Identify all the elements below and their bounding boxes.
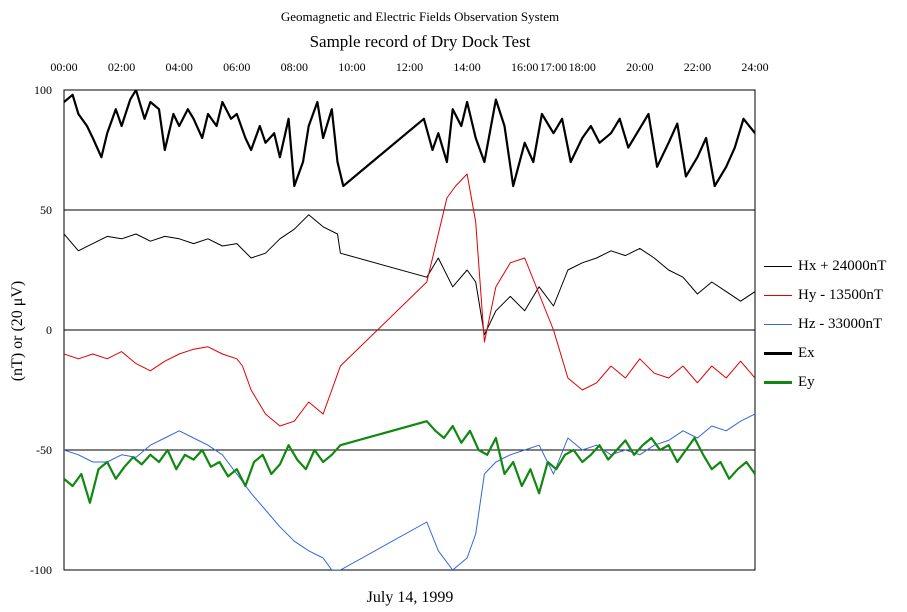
x-axis-label: July 14, 1999 bbox=[366, 589, 454, 606]
x-tick-label: 24:00 bbox=[741, 60, 768, 74]
series-line-3 bbox=[64, 90, 755, 188]
chart-suptitle: Geomagnetic and Electric Fields Observat… bbox=[280, 9, 560, 24]
legend-swatch bbox=[764, 352, 792, 355]
chart-title: Sample record of Dry Dock Test bbox=[309, 32, 531, 51]
legend-label: Hz - 33000nT bbox=[798, 316, 883, 332]
x-tick-label: 17:00 bbox=[540, 60, 567, 74]
x-tick-label: 22:00 bbox=[684, 60, 711, 74]
x-tick-label: 18:00 bbox=[569, 60, 596, 74]
x-tick-label: 16:00 bbox=[511, 60, 538, 74]
x-tick-label: 04:00 bbox=[165, 60, 192, 74]
series-line-1 bbox=[64, 173, 755, 427]
legend-swatch bbox=[764, 324, 792, 325]
series-line-2 bbox=[64, 413, 755, 570]
legend-swatch bbox=[764, 295, 792, 296]
legend-item: Hx + 24000nT bbox=[764, 252, 886, 281]
x-tick-label: 14:00 bbox=[453, 60, 480, 74]
legend-item: Ex bbox=[764, 339, 886, 368]
legend-label: Ey bbox=[798, 374, 815, 390]
x-tick-label: 00:00 bbox=[50, 60, 77, 74]
legend-swatch bbox=[764, 266, 792, 267]
legend-swatch bbox=[764, 381, 792, 384]
chart-legend: Hx + 24000nT Hy - 13500nT Hz - 33000nT Ex Ey bbox=[764, 252, 886, 397]
y-tick-label: -50 bbox=[36, 443, 52, 457]
x-tick-label: 12:00 bbox=[396, 60, 423, 74]
series-line-0 bbox=[64, 214, 755, 336]
legend-label: Hy - 13500nT bbox=[798, 287, 883, 303]
x-tick-label: 10:00 bbox=[338, 60, 365, 74]
series-line-4 bbox=[64, 420, 755, 504]
y-tick-label: 50 bbox=[40, 203, 52, 217]
y-tick-label: -100 bbox=[30, 563, 52, 577]
legend-label: Hx + 24000nT bbox=[798, 258, 887, 274]
x-tick-label: 20:00 bbox=[626, 60, 653, 74]
legend-label: Ex bbox=[798, 345, 815, 361]
legend-item: Hz - 33000nT bbox=[764, 310, 886, 339]
legend-item: Ey bbox=[764, 368, 886, 397]
y-tick-label: 0 bbox=[46, 323, 52, 337]
y-tick-label: 100 bbox=[34, 83, 52, 97]
y-axis-label: (nT) or (20 μV) bbox=[9, 280, 26, 382]
x-tick-label: 08:00 bbox=[281, 60, 308, 74]
x-tick-label: 06:00 bbox=[223, 60, 250, 74]
legend-item: Hy - 13500nT bbox=[764, 281, 886, 310]
x-tick-label: 02:00 bbox=[108, 60, 135, 74]
